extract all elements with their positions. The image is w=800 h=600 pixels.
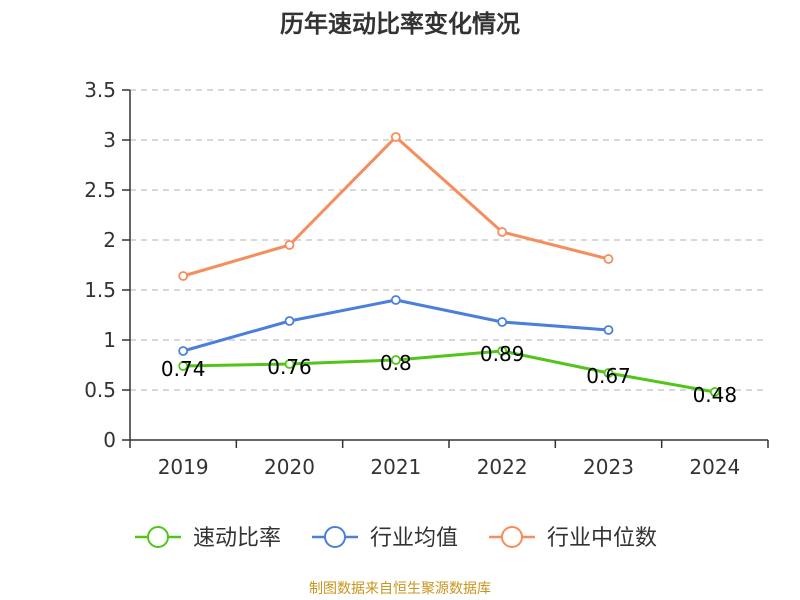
y-tick-label-2: 1 <box>103 328 116 352</box>
series-layer <box>178 132 720 397</box>
x-tick-label-2021: 2021 <box>370 455 421 479</box>
legend-marker-0 <box>147 526 169 548</box>
data-point-s0-2024 <box>709 387 720 397</box>
data-point-s1-2023 <box>603 325 614 335</box>
x-tick-label-2019: 2019 <box>158 455 209 479</box>
data-label-2019: 0.74 <box>161 357 206 381</box>
data-label-2020: 0.76 <box>267 355 312 379</box>
series-line-0 <box>183 349 716 394</box>
legend-label-2: 行业中位数 <box>547 526 657 551</box>
data-label-2022: 0.89 <box>480 342 525 366</box>
data-label-2024: 0.48 <box>693 383 738 407</box>
data-point-s0-2021 <box>390 355 401 365</box>
y-tick-label-6: 3 <box>103 128 116 152</box>
data-point-s2-2019 <box>178 271 189 281</box>
legend-marker-2 <box>501 526 523 548</box>
data-point-s1-2020 <box>284 316 295 326</box>
source-note: 制图数据来自恒生聚源数据库 <box>309 581 491 597</box>
data-point-s0-2022 <box>497 346 508 356</box>
data-point-s0-2020 <box>284 359 295 369</box>
data-point-s1-2019 <box>178 346 189 356</box>
legend-label-0: 速动比率 <box>193 526 281 551</box>
y-tick-label-0: 0 <box>103 428 116 452</box>
data-point-s2-2020 <box>284 240 295 250</box>
data-point-s2-2021 <box>390 132 401 142</box>
y-tick-label-5: 2.5 <box>84 178 116 202</box>
y-tick-label-1: 0.5 <box>84 378 116 402</box>
data-point-s1-2022 <box>497 317 508 327</box>
y-tick-label-7: 3.5 <box>84 78 116 102</box>
legend-label-1: 行业均值 <box>370 526 458 551</box>
series-line-1 <box>182 298 609 353</box>
x-tick-label-2022: 2022 <box>477 455 528 479</box>
data-point-s2-2023 <box>603 254 614 264</box>
grid-lines <box>130 89 768 391</box>
data-point-s0-2023 <box>603 368 614 378</box>
data-point-s1-2021 <box>390 295 401 305</box>
data-point-s0-2019 <box>178 361 189 371</box>
data-point-s2-2022 <box>497 227 508 237</box>
y-tick-label-4: 2 <box>103 228 116 252</box>
y-tick-label-3: 1.5 <box>84 278 116 302</box>
data-label-2021: 0.8 <box>380 351 412 375</box>
axes: 0 0.5 1 1.5 2 2.5 3 3.5 2019 2020 2021 2022 2023 2024 <box>84 78 769 479</box>
x-tick-label-2020: 2020 <box>264 455 315 479</box>
data-labels: 0.74 0.76 0.8 0.89 0.67 0.48 <box>161 342 737 407</box>
series-line-2 <box>182 135 609 278</box>
x-tick-label-2024: 2024 <box>689 455 740 479</box>
legend-marker-1 <box>324 526 346 548</box>
chart-title: 历年速动比率变化情况 <box>280 10 520 38</box>
x-tick-label-2023: 2023 <box>583 455 634 479</box>
legend: 速动比率 行业均值 行业中位数 <box>135 526 657 551</box>
data-label-2023: 0.67 <box>586 364 631 388</box>
